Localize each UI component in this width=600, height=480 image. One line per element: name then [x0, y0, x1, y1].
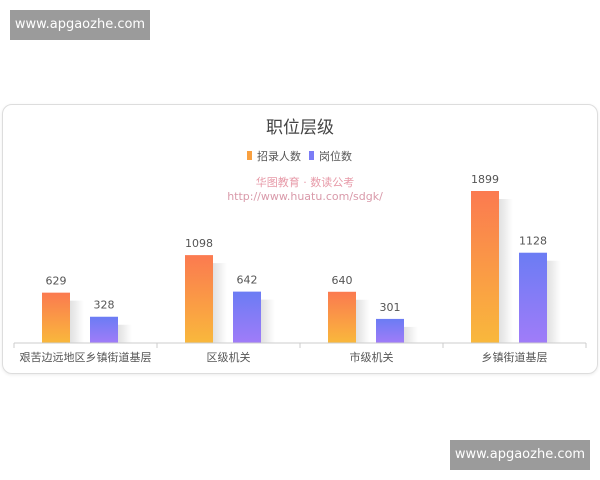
bar-1 [376, 318, 404, 343]
legend-label-1: 岗位数 [319, 149, 352, 163]
x-tick-label: 艰苦边远地区乡镇街道基层 [20, 350, 152, 364]
bar-shadow [356, 299, 370, 343]
legend: 招录人数 岗位数 [247, 149, 352, 163]
bar-shadow [499, 199, 513, 343]
bar-shadow [547, 260, 561, 343]
x-tick-label: 市级机关 [350, 350, 394, 364]
legend-label-0: 招录人数 [257, 149, 301, 163]
bar-1 [233, 291, 261, 343]
chart-card [2, 104, 598, 374]
bar-0 [42, 292, 70, 343]
bar-0 [328, 291, 356, 343]
bar-shadow [404, 326, 418, 343]
watermark-bottom: www.apgaozhe.com [450, 440, 590, 470]
data-label: 640 [332, 274, 353, 287]
bar-shadow [213, 263, 227, 343]
bar-0 [471, 191, 499, 343]
x-tick-label: 区级机关 [207, 350, 251, 364]
source-line-1: 华图教育 · 数读公考 [256, 175, 355, 189]
legend-swatch-1 [309, 151, 314, 160]
data-label: 301 [380, 301, 401, 314]
bar-1 [519, 252, 547, 343]
source-line-2: http://www.huatu.com/sdgk/ [227, 190, 383, 203]
data-label: 1899 [471, 173, 499, 186]
data-label: 328 [94, 299, 115, 312]
data-label: 1128 [519, 235, 547, 248]
bar-1 [90, 316, 118, 343]
data-label: 642 [237, 274, 258, 287]
chart-title: 职位层级 [266, 118, 334, 138]
legend-swatch-0 [247, 151, 252, 160]
data-label: 629 [46, 275, 67, 288]
bar-shadow [261, 299, 275, 343]
bar-shadow [118, 324, 132, 343]
bar-0 [185, 255, 213, 343]
watermark-top: www.apgaozhe.com [10, 10, 150, 40]
x-tick-label: 乡镇街道基层 [482, 350, 548, 364]
bar-shadow [70, 300, 84, 343]
data-label: 1098 [185, 237, 213, 250]
